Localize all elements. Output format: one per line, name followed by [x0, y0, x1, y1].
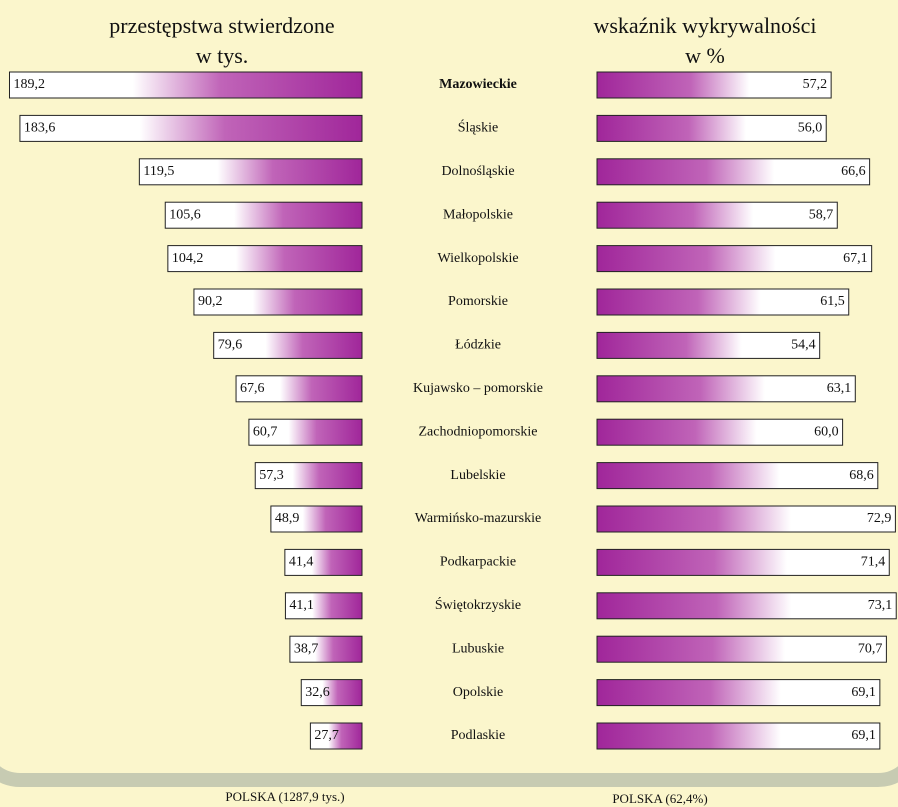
category-label: Lubuskie: [452, 641, 504, 656]
value-label: 57,3: [259, 468, 284, 483]
value-label: 38,7: [294, 641, 319, 656]
value-label: 63,1: [827, 381, 852, 396]
bar: [596, 679, 881, 707]
bar: [167, 245, 363, 273]
category-label: Dolnośląskie: [441, 164, 514, 179]
value-label: 61,5: [820, 294, 845, 309]
bar: [596, 201, 838, 229]
bar: [284, 592, 363, 620]
bar: [596, 158, 871, 186]
bar: [164, 201, 363, 229]
value-label: 69,1: [851, 728, 876, 743]
right-subtitle: w %: [685, 43, 725, 68]
category-label: Łódzkie: [455, 338, 501, 353]
category-label: Lubelskie: [450, 468, 505, 483]
bar: [596, 375, 856, 403]
value-label: 60,0: [814, 424, 839, 439]
value-label: 54,4: [791, 338, 816, 353]
bar: [254, 462, 363, 490]
left-annotation: POLSKA (1287,9 tys.): [225, 789, 344, 804]
value-label: 32,6: [305, 685, 330, 700]
bar: [213, 331, 363, 359]
bar: [138, 158, 363, 186]
bar: [300, 679, 363, 707]
bar: [596, 548, 890, 576]
bar: [596, 592, 897, 620]
category-label: Podkarpackie: [440, 555, 516, 570]
value-label: 73,1: [868, 598, 893, 613]
left-title: przestępstwa stwierdzone: [109, 13, 334, 38]
value-label: 57,2: [803, 77, 828, 92]
bar: [596, 245, 873, 273]
category-label: Wielkopolskie: [437, 251, 518, 266]
value-label: 56,0: [798, 121, 823, 136]
value-label: 67,6: [240, 381, 265, 396]
panel: [0, 766, 898, 787]
category-label: Kujawsko – pomorskie: [413, 381, 543, 396]
category-label: Warmińsko-mazurskie: [415, 511, 541, 526]
value-label: 72,9: [867, 511, 892, 526]
category-label: Świętokrzyskie: [435, 596, 521, 613]
bar: [596, 635, 887, 663]
value-label: 189,2: [13, 77, 44, 92]
value-label: 66,6: [841, 164, 866, 179]
bar: [193, 288, 363, 316]
bar: [596, 505, 896, 533]
bar: [596, 331, 821, 359]
bar: [19, 114, 363, 142]
value-label: 183,6: [24, 121, 56, 136]
category-label: Zachodniopomorskie: [419, 424, 538, 439]
bar: [596, 114, 827, 142]
category-label: Mazowieckie: [439, 77, 517, 92]
value-label: 60,7: [253, 424, 278, 439]
bar: [235, 375, 363, 403]
value-label: 69,1: [851, 685, 876, 700]
bar: [270, 505, 363, 533]
category-label: Opolskie: [453, 685, 504, 700]
value-label: 67,1: [843, 251, 868, 266]
bar: [596, 71, 832, 99]
left-subtitle: w tys.: [196, 43, 249, 68]
value-label: 90,2: [198, 294, 223, 309]
bar: [596, 288, 850, 316]
bar: [596, 418, 844, 446]
bar: [309, 722, 363, 750]
value-label: 119,5: [143, 164, 174, 179]
bar: [596, 722, 881, 750]
value-label: 70,7: [858, 641, 883, 656]
value-label: 105,6: [169, 207, 201, 222]
bar: [248, 418, 363, 446]
value-label: 71,4: [861, 555, 886, 570]
bar: [284, 548, 363, 576]
value-label: 104,2: [172, 251, 204, 266]
bar: [8, 71, 363, 99]
value-label: 41,4: [289, 555, 314, 570]
category-label: Małopolskie: [443, 207, 513, 222]
right-annotation: POLSKA (62,4%): [612, 791, 707, 806]
category-label: Podlaskie: [451, 728, 505, 743]
value-label: 27,7: [314, 728, 339, 743]
value-label: 58,7: [809, 207, 834, 222]
bar: [289, 635, 363, 663]
value-label: 68,6: [849, 468, 874, 483]
category-label: Pomorskie: [448, 294, 508, 309]
value-label: 79,6: [218, 338, 243, 353]
category-label: Śląskie: [458, 119, 498, 136]
value-label: 41,1: [289, 598, 314, 613]
right-title: wskaźnik wykrywalności: [593, 13, 816, 38]
bar: [596, 462, 879, 490]
value-label: 48,9: [275, 511, 300, 526]
